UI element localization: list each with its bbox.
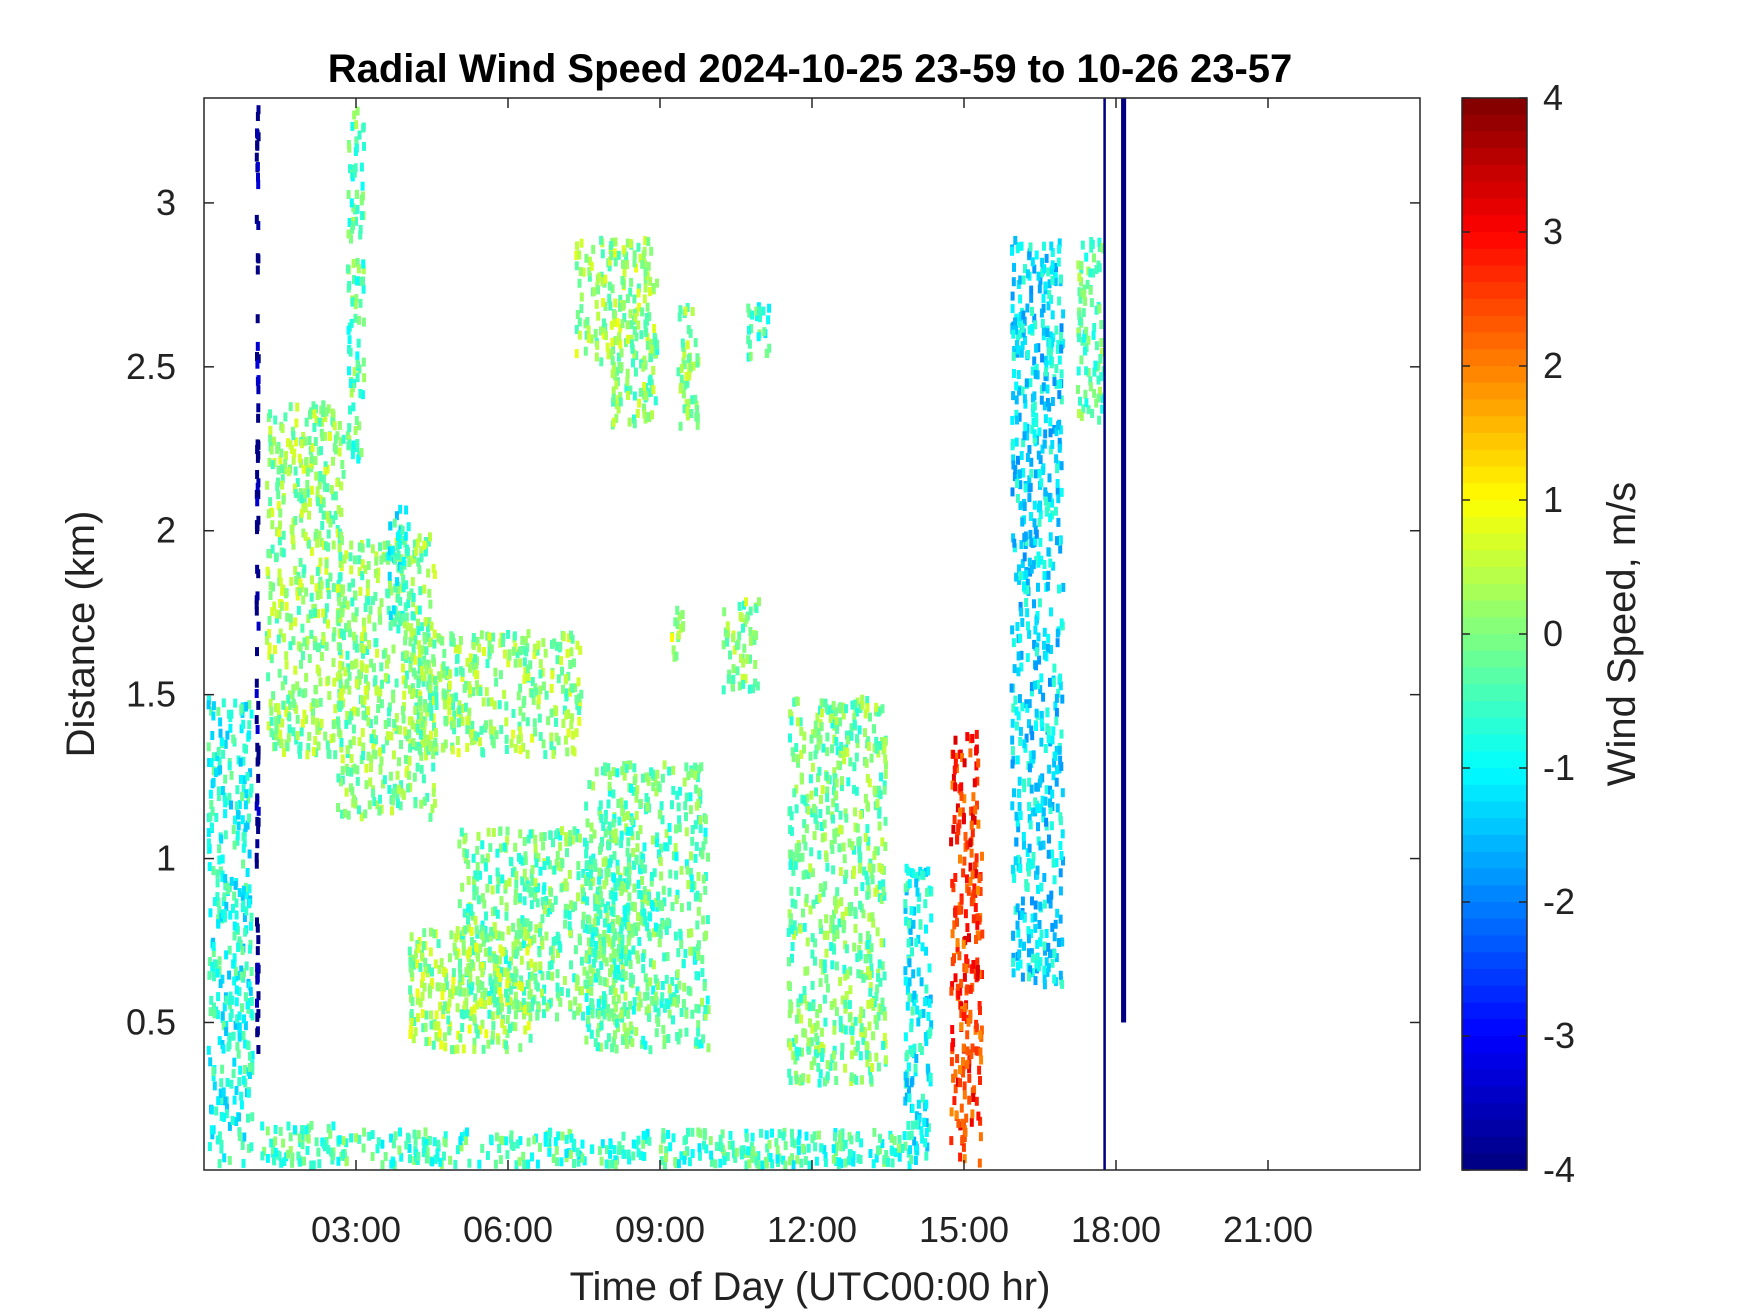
data-region-17 <box>746 302 772 362</box>
x-axis: 03:00 06:00 09:00 12:00 15:00 18:00 21:00 <box>311 98 1313 1250</box>
data-region-20 <box>949 729 985 1168</box>
y-tick-label: 1.5 <box>126 674 176 715</box>
y-axis-label: Distance (km) <box>59 511 103 758</box>
data-region-16 <box>721 597 761 695</box>
colorbar: 4 3 2 1 0 -1 -2 -3 -4 <box>1461 77 1575 1190</box>
colorbar-tick-label: 4 <box>1543 77 1563 118</box>
data-region-14 <box>676 303 701 431</box>
x-tick-label: 15:00 <box>919 1209 1009 1250</box>
data-region-13 <box>609 335 660 430</box>
data-region-4 <box>264 400 346 760</box>
x-axis-label: Time of Day (UTC00:00 hr) <box>570 1265 1051 1309</box>
colorbar-tick-label: 1 <box>1543 479 1563 520</box>
data-region-19 <box>903 863 934 1170</box>
data-region-2 <box>260 1120 367 1170</box>
data-region-11 <box>584 760 711 1055</box>
x-tick-label: 03:00 <box>311 1209 401 1250</box>
data-region-10 <box>407 924 534 1055</box>
data-region-22 <box>1076 237 1106 425</box>
data-region-24 <box>1121 98 1127 1023</box>
colorbar-label: Wind Speed, m/s <box>1600 482 1644 787</box>
data-region-23 <box>1103 98 1106 1170</box>
x-tick-label: 21:00 <box>1223 1209 1313 1250</box>
y-tick-label: 0.5 <box>126 1001 176 1042</box>
data-region-12 <box>574 235 659 367</box>
x-tick-label: 06:00 <box>463 1209 553 1250</box>
data-region-1 <box>254 105 261 1054</box>
y-tick-label: 1 <box>156 838 176 879</box>
colorbar-tick-label: 2 <box>1543 345 1563 386</box>
y-axis: 0.5 1 1.5 2 2.5 3 <box>126 182 1420 1042</box>
colorbar-tick-label: -3 <box>1543 1015 1575 1056</box>
heatmap-area <box>206 98 1127 1170</box>
y-tick-label: 3 <box>156 182 176 223</box>
data-region-3 <box>367 1127 913 1170</box>
x-tick-label: 09:00 <box>615 1209 705 1250</box>
data-region-0 <box>206 695 255 1169</box>
data-region-15 <box>670 605 686 662</box>
x-tick-label: 12:00 <box>767 1209 857 1250</box>
colorbar-tick-label: -2 <box>1543 881 1575 922</box>
chart-title: Radial Wind Speed 2024-10-25 23-59 to 10… <box>328 47 1293 91</box>
x-tick-label: 18:00 <box>1071 1209 1161 1250</box>
data-region-6 <box>345 106 367 464</box>
data-region-18 <box>786 694 888 1088</box>
data-region-5 <box>335 531 437 822</box>
y-tick-label: 2 <box>156 510 176 551</box>
data-region-21 <box>1009 235 1066 990</box>
colorbar-tick-label: -4 <box>1543 1149 1575 1190</box>
colorbar-tick-label: 3 <box>1543 211 1563 252</box>
colorbar-tick-label: -1 <box>1543 747 1575 788</box>
y-tick-label: 2.5 <box>126 346 176 387</box>
colorbar-tick-label: 0 <box>1543 613 1563 654</box>
data-region-8 <box>407 629 584 760</box>
data-region-7 <box>386 504 411 627</box>
